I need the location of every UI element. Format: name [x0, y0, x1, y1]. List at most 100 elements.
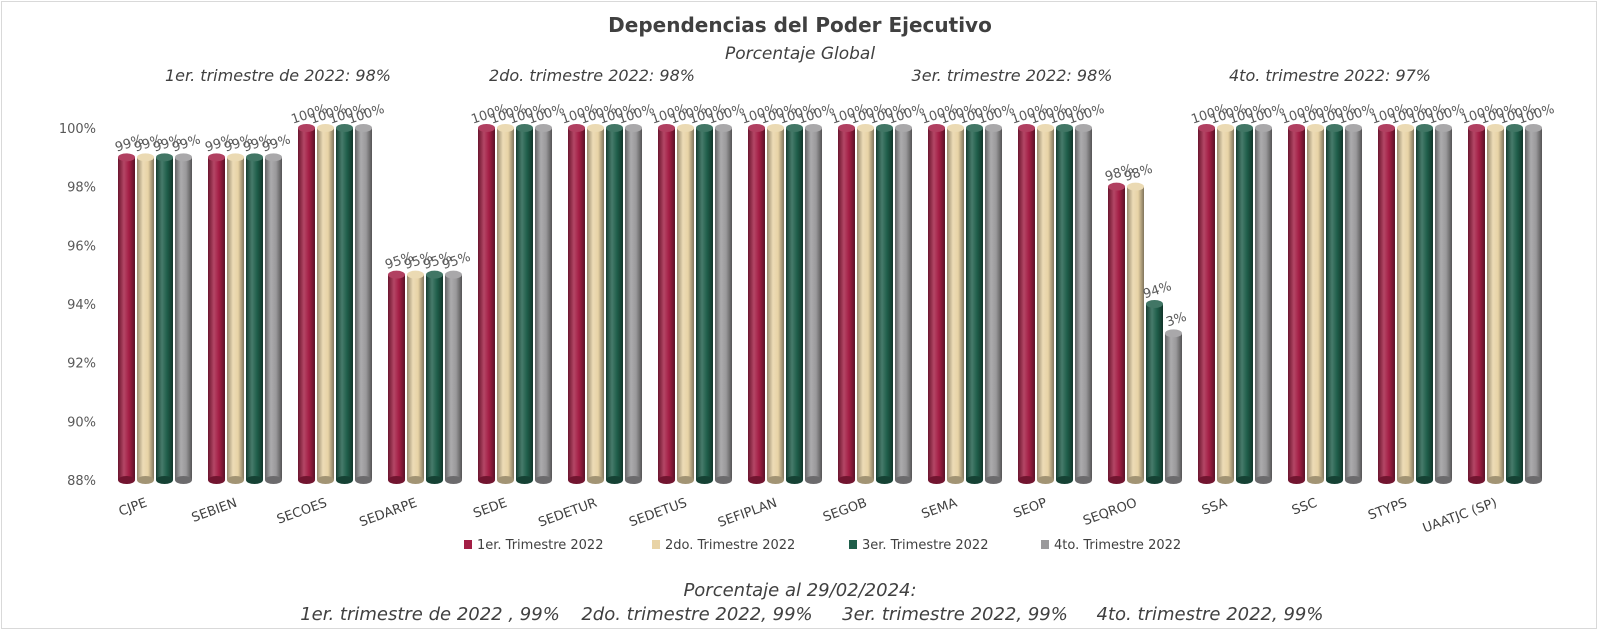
bar	[715, 124, 732, 484]
y-tick-label: 92%	[67, 357, 96, 372]
bar	[786, 124, 803, 484]
legend-label: 4to. Trimestre 2022	[1054, 538, 1181, 553]
quarter-header-1: 1er. trimestre de 2022: 98%	[165, 66, 391, 85]
y-tick-label: 100%	[59, 122, 96, 137]
x-tick-label: SEMA	[920, 496, 960, 523]
x-tick-label: SEDETUS	[627, 496, 689, 531]
bar	[606, 124, 623, 484]
quarter-header-2: 2do. trimestre 2022: 98%	[489, 66, 695, 85]
x-tick-label: SSA	[1200, 496, 1229, 519]
quarter-header-4: 4to. trimestre 2022: 97%	[1229, 66, 1431, 85]
y-tick-label: 96%	[67, 239, 96, 254]
x-tick-label: SEGOB	[821, 496, 869, 526]
bar	[1056, 124, 1073, 484]
bar	[658, 124, 675, 484]
bar	[1307, 124, 1324, 484]
bar	[355, 124, 372, 484]
bar	[1108, 182, 1125, 484]
x-tick-label: SEOP	[1012, 496, 1050, 522]
bar	[336, 124, 353, 484]
data-label: 94%	[1141, 279, 1173, 302]
chart-title: Dependencias del Poder Ejecutivo	[608, 13, 992, 37]
bar	[208, 153, 225, 484]
bar	[1165, 329, 1182, 484]
data-label: 3%	[1164, 310, 1188, 331]
y-tick-label: 90%	[67, 415, 96, 430]
bar	[175, 153, 192, 484]
bar	[1397, 124, 1414, 484]
bar	[1345, 124, 1362, 484]
bar	[497, 124, 514, 484]
footer-item-2: 2do. trimestre 2022, 99%	[581, 604, 812, 625]
bar	[1236, 124, 1253, 484]
x-tick-label: SEBIEN	[190, 496, 239, 526]
bar	[696, 124, 713, 484]
bar	[298, 124, 315, 484]
x-tick-label: SSC	[1290, 496, 1319, 519]
bar	[265, 153, 282, 484]
bar	[118, 153, 135, 484]
y-tick-label: 94%	[67, 298, 96, 313]
bar	[838, 124, 855, 484]
bar	[1487, 124, 1504, 484]
bar	[478, 124, 495, 484]
bar	[876, 124, 893, 484]
bar	[625, 124, 642, 484]
bar	[1146, 300, 1163, 484]
x-tick-label: SEFIPLAN	[716, 496, 779, 531]
bar	[137, 153, 154, 484]
bar	[407, 270, 424, 484]
x-tick-label: SECOES	[275, 496, 329, 528]
bar	[1378, 124, 1395, 484]
bar	[317, 124, 334, 484]
bar	[388, 270, 405, 484]
footer-item-4: 4to. trimestre 2022, 99%	[1097, 604, 1324, 625]
x-axis: CJPE SEBIEN SECOES SEDARPE SEDE SEDETUR SEDETU…	[117, 496, 1499, 537]
bar	[895, 124, 912, 484]
bar	[1018, 124, 1035, 484]
bar	[677, 124, 694, 484]
x-tick-label: UAATJC (SP)	[1421, 496, 1499, 537]
legend-item: 1er. Trimestre 2022	[464, 538, 603, 553]
bar	[1468, 124, 1485, 484]
footer-item-1: 1er. trimestre de 2022 , 99%	[300, 604, 560, 625]
bar	[587, 124, 604, 484]
legend-item: 3er. Trimestre 2022	[849, 538, 988, 553]
bar	[966, 124, 983, 484]
y-tick-label: 98%	[67, 181, 96, 196]
bar	[1506, 124, 1523, 484]
x-tick-label: SEDARPE	[357, 496, 419, 531]
bar	[246, 153, 263, 484]
bar	[156, 153, 173, 484]
footer-heading: Porcentaje al 29/02/2024:	[683, 580, 916, 601]
y-axis: 88% 90% 92% 94% 96% 98% 100%	[59, 122, 96, 489]
bar	[1525, 124, 1542, 484]
bar	[227, 153, 244, 484]
legend-item: 4to. Trimestre 2022	[1041, 538, 1181, 553]
y-tick-label: 88%	[67, 474, 96, 489]
x-tick-label: SEDE	[471, 496, 509, 522]
legend-label: 2do. Trimestre 2022	[665, 538, 795, 553]
bar	[767, 124, 784, 484]
legend-label: 3er. Trimestre 2022	[862, 538, 988, 553]
bar	[1075, 124, 1092, 484]
bar	[1288, 124, 1305, 484]
bar	[516, 124, 533, 484]
bar	[1255, 124, 1272, 484]
bar	[445, 270, 462, 484]
bar	[985, 124, 1002, 484]
bar	[1037, 124, 1054, 484]
bars	[118, 124, 1542, 484]
bar	[1198, 124, 1215, 484]
bar	[947, 124, 964, 484]
chart-subtitle: Porcentaje Global	[725, 44, 875, 64]
bar	[928, 124, 945, 484]
bar	[748, 124, 765, 484]
x-tick-label: SEQROO	[1081, 496, 1139, 529]
x-tick-label: CJPE	[117, 496, 149, 520]
bar	[1416, 124, 1433, 484]
bar	[1127, 182, 1144, 484]
legend: 1er. Trimestre 2022 2do. Trimestre 2022 3e…	[464, 538, 1181, 553]
